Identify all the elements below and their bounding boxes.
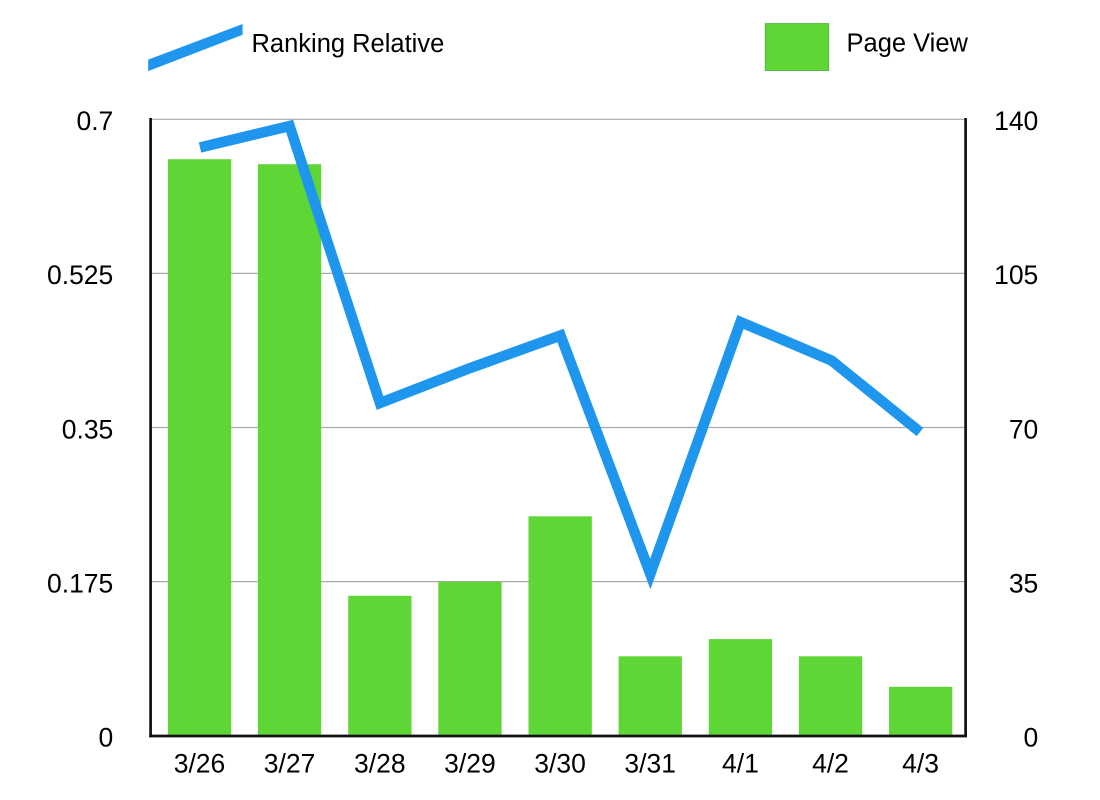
svg-text:4/2: 4/2 <box>812 748 849 778</box>
svg-text:3/27: 3/27 <box>264 748 316 778</box>
svg-text:0.175: 0.175 <box>47 568 113 598</box>
svg-text:105: 105 <box>994 260 1038 290</box>
svg-text:3/31: 3/31 <box>624 748 676 778</box>
svg-text:4/3: 4/3 <box>902 748 939 778</box>
svg-text:0.35: 0.35 <box>62 414 114 444</box>
svg-text:0: 0 <box>1024 723 1039 753</box>
svg-text:70: 70 <box>1009 414 1038 444</box>
svg-text:140: 140 <box>994 106 1038 136</box>
svg-text:4/1: 4/1 <box>722 748 759 778</box>
svg-text:3/30: 3/30 <box>534 748 586 778</box>
svg-text:Ranking Relative: Ranking Relative <box>252 30 445 58</box>
svg-text:0.525: 0.525 <box>47 260 113 290</box>
svg-text:3/26: 3/26 <box>174 748 226 778</box>
svg-text:0: 0 <box>99 723 114 753</box>
svg-text:Page View: Page View <box>847 29 969 57</box>
svg-text:3/28: 3/28 <box>354 748 406 778</box>
svg-text:0.7: 0.7 <box>76 106 113 136</box>
svg-text:3/29: 3/29 <box>444 748 496 778</box>
svg-text:35: 35 <box>1009 568 1038 598</box>
